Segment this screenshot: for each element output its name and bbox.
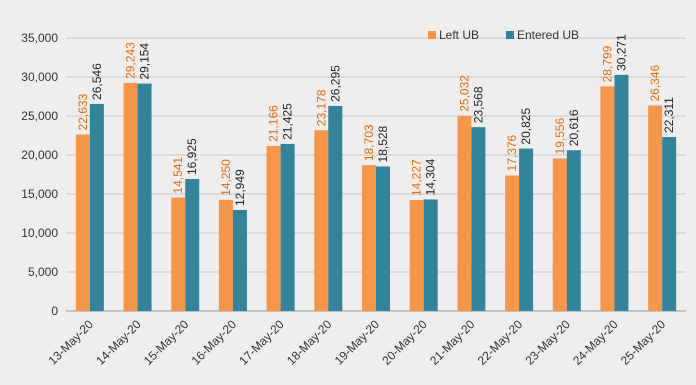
data-label: 29,243 [124, 42, 138, 79]
bar-left-ub [266, 145, 281, 311]
x-tick-label: 14-May-20 [93, 317, 144, 368]
data-label: 14,304 [424, 158, 438, 195]
y-tick-label: 25,000 [21, 109, 58, 123]
bar-left-ub [171, 197, 186, 311]
data-label: 26,295 [328, 65, 342, 102]
bar-entered-ub [280, 143, 295, 311]
bar-entered-ub [614, 74, 629, 311]
bar-entered-ub [232, 209, 247, 311]
y-tick-label: 35,000 [21, 31, 58, 45]
bar-entered-ub [566, 150, 581, 311]
bar-entered-ub [137, 83, 152, 311]
x-tick-label: 16-May-20 [189, 317, 240, 368]
bar-left-ub [457, 115, 472, 311]
bar-entered-ub [471, 127, 486, 311]
bar-left-ub [505, 175, 520, 311]
bar-entered-ub [423, 199, 438, 311]
data-label: 18,703 [362, 124, 376, 161]
bar-entered-ub [662, 136, 677, 311]
x-tick-label: 18-May-20 [284, 317, 335, 368]
x-tick-label: 22-May-20 [475, 317, 526, 368]
bar-left-ub [123, 82, 138, 311]
x-tick-label: 19-May-20 [332, 317, 383, 368]
data-label: 16,925 [185, 138, 199, 175]
bar-left-ub [600, 86, 615, 311]
y-tick-label: 30,000 [21, 70, 58, 84]
x-tick-label: 25-May-20 [618, 317, 669, 368]
data-label: 20,825 [519, 108, 533, 145]
bar-entered-ub [328, 105, 343, 311]
data-label: 17,376 [505, 134, 519, 171]
y-tick-label: 20,000 [21, 148, 58, 162]
data-label: 19,556 [553, 117, 567, 154]
bar-entered-ub [376, 166, 390, 311]
bar-entered-ub [185, 178, 200, 311]
data-label: 18,528 [376, 125, 390, 162]
data-label: 28,799 [600, 45, 614, 82]
bar-left-ub [552, 158, 567, 311]
bar-left-ub [648, 105, 663, 312]
data-label: 23,568 [471, 86, 485, 123]
legend-swatch [428, 31, 436, 39]
data-label: 22,311 [662, 97, 676, 133]
bar-left-ub [409, 200, 424, 311]
data-label: 14,541 [171, 157, 185, 194]
data-label: 26,546 [90, 63, 104, 100]
y-tick-label: 10,000 [21, 226, 58, 240]
x-tick-label: 23-May-20 [522, 317, 573, 368]
y-axis: 0 5,000 10,000 15,000 20,000 25,000 30,000 35,0… [21, 31, 58, 318]
legend-label: Left UB [439, 28, 479, 42]
data-label: 23,178 [314, 89, 328, 126]
y-tick-label: 0 [51, 304, 58, 318]
data-label: 21,425 [281, 103, 295, 140]
x-tick-label: 15-May-20 [141, 317, 192, 368]
bar-left-ub [218, 199, 233, 311]
bar-left-ub [75, 134, 90, 311]
data-label: 21,166 [267, 105, 281, 142]
legend: Left UB Entered UB [428, 28, 579, 42]
bar-entered-ub [89, 103, 104, 312]
data-label: 14,250 [219, 159, 233, 196]
data-label: 30,271 [614, 34, 628, 71]
x-tick-label: 20-May-20 [379, 317, 430, 368]
x-tick-label: 13-May-20 [46, 317, 97, 368]
x-tick-label: 17-May-20 [236, 317, 287, 368]
x-tick-label: 24-May-20 [570, 317, 621, 368]
data-label: 20,616 [567, 109, 581, 146]
bar-left-ub [362, 165, 376, 311]
x-axis: 13-May-2014-May-2015-May-2016-May-2017-M… [46, 317, 669, 368]
legend-label: Entered UB [517, 28, 579, 42]
bars [75, 74, 677, 312]
data-label: 26,346 [648, 64, 662, 101]
x-tick-label: 21-May-20 [427, 317, 478, 368]
data-label: 12,949 [233, 169, 247, 206]
data-label: 29,154 [138, 43, 152, 80]
data-label: 14,227 [410, 159, 424, 196]
data-label: 25,032 [457, 75, 471, 112]
legend-swatch [506, 31, 514, 39]
data-label: 22,633 [76, 93, 90, 130]
y-tick-label: 5,000 [28, 265, 58, 279]
bar-entered-ub [519, 148, 534, 311]
y-tick-label: 15,000 [21, 187, 58, 201]
bar-left-ub [314, 130, 329, 311]
